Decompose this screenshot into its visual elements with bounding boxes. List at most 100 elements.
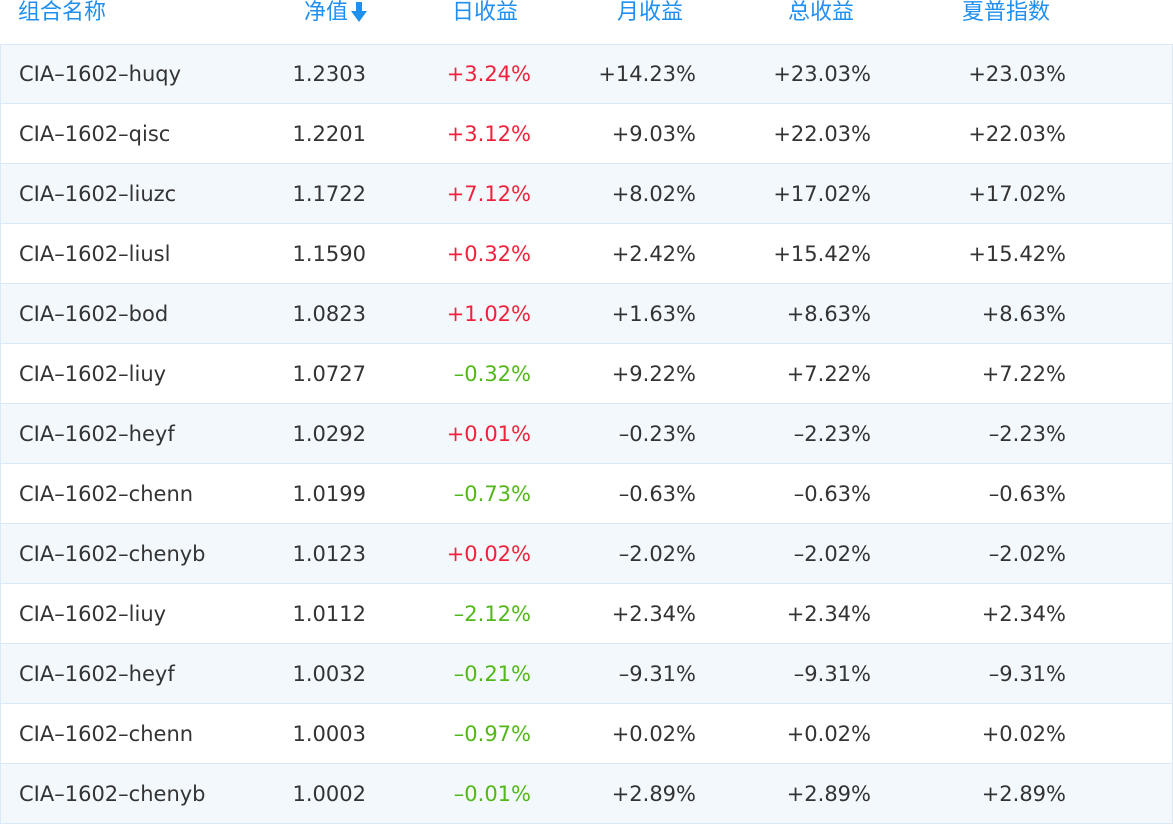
- cell-total-return: –2.02%: [793, 541, 871, 566]
- cell-sharpe-ratio: –0.63%: [988, 481, 1066, 506]
- table-row[interactable]: CIA–1602–chenyb 1.0123 +0.02% –2.02% –2.02% –…: [0, 524, 1173, 584]
- cell-name: CIA–1602–chenyb: [19, 781, 206, 806]
- cell-total-return: +15.42%: [773, 241, 871, 266]
- cell-total-return: –0.63%: [793, 481, 871, 506]
- column-header-total[interactable]: 总收益: [788, 0, 855, 25]
- cell-total-return: +22.03%: [773, 121, 871, 146]
- cell-day-return: +3.12%: [446, 121, 531, 146]
- cell-name: CIA–1602–huqy: [19, 62, 182, 86]
- cell-total-return: +2.34%: [786, 601, 871, 626]
- cell-month-return: +8.02%: [611, 181, 696, 206]
- cell-sharpe-ratio: +15.42%: [968, 241, 1066, 266]
- table-row[interactable]: CIA–1602–heyf 1.0032 –0.21% –9.31% –9.31% –9.…: [0, 644, 1173, 704]
- cell-day-return: +0.01%: [446, 421, 531, 446]
- cell-name: CIA–1602–chenn: [19, 721, 194, 746]
- cell-nav: 1.0199: [292, 481, 366, 506]
- cell-day-return: +3.24%: [446, 62, 531, 86]
- cell-day-return: –0.73%: [453, 481, 531, 506]
- cell-month-return: +2.89%: [611, 781, 696, 806]
- table-row[interactable]: CIA–1602–huqy 1.2303 +3.24% +14.23% +23.03% +…: [0, 44, 1173, 104]
- cell-day-return: –2.12%: [453, 601, 531, 626]
- cell-nav: 1.0727: [292, 361, 366, 386]
- cell-total-return: +7.22%: [786, 361, 871, 386]
- cell-day-return: –0.21%: [453, 661, 531, 686]
- cell-name: CIA–1602–heyf: [19, 421, 175, 446]
- cell-day-return: +0.32%: [446, 241, 531, 266]
- cell-name: CIA–1602–liuzc: [19, 181, 177, 206]
- table-row[interactable]: CIA–1602–liuy 1.0727 –0.32% +9.22% +7.22% +7.…: [0, 344, 1173, 404]
- cell-month-return: –2.02%: [618, 541, 696, 566]
- cell-sharpe-ratio: +7.22%: [981, 361, 1066, 386]
- cell-month-return: +1.63%: [611, 301, 696, 326]
- table-row[interactable]: CIA–1602–chenn 1.0199 –0.73% –0.63% –0.63% –0…: [0, 464, 1173, 524]
- cell-day-return: –0.01%: [453, 781, 531, 806]
- table-row[interactable]: CIA–1602–qisc 1.2201 +3.12% +9.03% +22.03% +2…: [0, 104, 1173, 164]
- cell-month-return: –9.31%: [618, 661, 696, 686]
- column-header-month[interactable]: 月收益: [617, 0, 684, 25]
- table-row[interactable]: CIA–1602–bod 1.0823 +1.02% +1.63% +8.63% +8.6…: [0, 284, 1173, 344]
- cell-total-return: +23.03%: [773, 62, 871, 86]
- cell-total-return: –9.31%: [793, 661, 871, 686]
- cell-total-return: –2.23%: [793, 421, 871, 446]
- cell-name: CIA–1602–heyf: [19, 661, 175, 686]
- cell-month-return: +2.42%: [611, 241, 696, 266]
- cell-nav: 1.1722: [292, 181, 366, 206]
- cell-sharpe-ratio: –2.23%: [988, 421, 1066, 446]
- table-row[interactable]: CIA–1602–liusl 1.1590 +0.32% +2.42% +15.42% +…: [0, 224, 1173, 284]
- cell-total-return: +2.89%: [786, 781, 871, 806]
- table-row[interactable]: CIA–1602–liuzc 1.1722 +7.12% +8.02% +17.02% +…: [0, 164, 1173, 224]
- cell-month-return: +2.34%: [611, 601, 696, 626]
- cell-name: CIA–1602–liusl: [19, 241, 171, 266]
- cell-sharpe-ratio: +22.03%: [968, 121, 1066, 146]
- column-header-nav[interactable]: 净值: [304, 0, 368, 30]
- cell-sharpe-ratio: –2.02%: [988, 541, 1066, 566]
- column-header-nav-label: 净值: [304, 0, 349, 25]
- cell-nav: 1.0123: [292, 541, 366, 566]
- cell-day-return: +7.12%: [446, 181, 531, 206]
- cell-nav: 1.2201: [292, 121, 366, 146]
- cell-total-return: +0.02%: [786, 721, 871, 746]
- table-row[interactable]: CIA–1602–liuy 1.0112 –2.12% +2.34% +2.34% +2.…: [0, 584, 1173, 644]
- cell-sharpe-ratio: –9.31%: [988, 661, 1066, 686]
- cell-nav: 1.0002: [292, 781, 366, 806]
- table-row[interactable]: CIA–1602–heyf 1.0292 +0.01% –0.23% –2.23% –2.…: [0, 404, 1173, 464]
- table-row[interactable]: CIA–1602–chenn 1.0003 –0.97% +0.02% +0.02% +0…: [0, 704, 1173, 764]
- cell-name: CIA–1602–bod: [19, 301, 169, 326]
- cell-sharpe-ratio: +0.02%: [981, 721, 1066, 746]
- cell-total-return: +8.63%: [786, 301, 871, 326]
- cell-sharpe-ratio: +2.89%: [981, 781, 1066, 806]
- table-row[interactable]: CIA–1602–chenyb 1.0002 –0.01% +2.89% +2.89% +…: [0, 764, 1173, 824]
- cell-day-return: –0.32%: [453, 361, 531, 386]
- cell-nav: 1.0032: [292, 661, 366, 686]
- cell-day-return: +1.02%: [446, 301, 531, 326]
- cell-month-return: +0.02%: [611, 721, 696, 746]
- cell-sharpe-ratio: +17.02%: [968, 181, 1066, 206]
- cell-day-return: –0.97%: [453, 721, 531, 746]
- cell-name: CIA–1602–qisc: [19, 121, 171, 146]
- column-header-sharpe[interactable]: 夏普指数: [962, 0, 1051, 25]
- cell-month-return: –0.23%: [618, 421, 696, 446]
- cell-nav: 1.0292: [292, 421, 366, 446]
- cell-nav: 1.0112: [292, 601, 366, 626]
- cell-name: CIA–1602–liuy: [19, 361, 167, 386]
- cell-nav: 1.1590: [292, 241, 366, 266]
- cell-nav: 1.2303: [292, 62, 366, 86]
- cell-day-return: +0.02%: [446, 541, 531, 566]
- cell-nav: 1.0823: [292, 301, 366, 326]
- cell-name: CIA–1602–liuy: [19, 601, 167, 626]
- table-header: 组合名称 净值 日收益 月收益 总收益 夏普指数: [0, 0, 1173, 44]
- cell-nav: 1.0003: [292, 721, 366, 746]
- cell-month-return: –0.63%: [618, 481, 696, 506]
- column-header-name[interactable]: 组合名称: [18, 0, 107, 25]
- cell-total-return: +17.02%: [773, 181, 871, 206]
- cell-sharpe-ratio: +8.63%: [981, 301, 1066, 326]
- table-body: CIA–1602–huqy 1.2303 +3.24% +14.23% +23.03% +…: [0, 44, 1173, 836]
- column-header-day[interactable]: 日收益: [452, 0, 519, 25]
- cell-month-return: +9.03%: [611, 121, 696, 146]
- cell-month-return: +14.23%: [598, 62, 696, 86]
- cell-sharpe-ratio: +23.03%: [968, 62, 1066, 86]
- arrow-down-icon[interactable]: [350, 0, 368, 24]
- cell-name: CIA–1602–chenn: [19, 481, 194, 506]
- cell-sharpe-ratio: +2.34%: [981, 601, 1066, 626]
